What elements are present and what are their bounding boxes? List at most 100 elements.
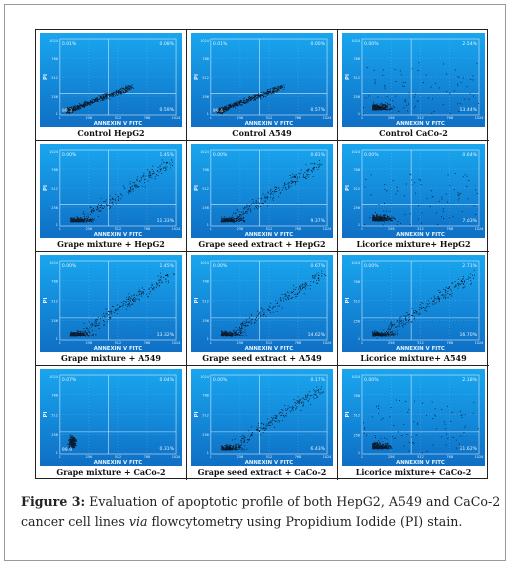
y-axis-label: PI [194, 298, 200, 304]
figure-label: Figure 3: [21, 494, 86, 509]
quadrant-lower-right-value: 7.03% [462, 218, 477, 224]
y-tick-label: 256 [202, 433, 208, 437]
quadrant-lower-right-value: 13.44% [459, 107, 477, 113]
x-tick-label: 512 [266, 116, 272, 120]
y-tick-label: 768 [202, 394, 208, 398]
x-tick-label: 512 [417, 341, 423, 345]
quadrant-upper-left-value: 0.00% [364, 41, 379, 47]
x-tick-label: 512 [266, 341, 272, 345]
x-tick-label: 1024 [172, 341, 181, 345]
x-tick-label: 1 [210, 116, 212, 120]
x-tick-label: 512 [266, 227, 272, 231]
quadrant-upper-right-value: 0.08% [160, 41, 175, 47]
flow-scatter-svg: 0.00% 0.67% 14.62% 1024 768 512 256 11 256 512 768… [194, 260, 331, 352]
y-tick-label: 768 [51, 168, 57, 172]
x-tick-label: 512 [417, 455, 423, 459]
y-tick-label: 768 [51, 57, 57, 61]
quadrant-upper-left-value: 0.00% [364, 377, 379, 383]
flow-scatter-svg: 0.00% 1.45% 11.33% 1024 768 512 256 11 256 512 768… [43, 149, 180, 238]
event-dots [364, 172, 478, 226]
x-tick-label: 512 [417, 116, 423, 120]
y-tick-label: 1024 [351, 150, 360, 154]
x-tick-label: 1 [361, 227, 363, 231]
y-tick-label: 768 [51, 280, 57, 284]
y-axis-label: PI [345, 74, 351, 80]
event-dots [69, 272, 175, 337]
y-tick-label: 768 [354, 57, 360, 61]
y-tick-label: 1024 [351, 39, 360, 43]
quadrant-upper-right-value: 0.67% [311, 263, 326, 269]
x-tick-label: 1024 [475, 455, 484, 459]
y-tick-label: 768 [354, 280, 360, 284]
flow-panel: 0.00% 0.17% 6.43% 1024 768 512 256 1 1 256 512 768 1… [187, 366, 338, 480]
x-tick-label: 256 [388, 227, 394, 231]
panel-caption: Control HepG2 [77, 128, 145, 138]
quadrant-upper-right-value: 0.64% [462, 152, 477, 158]
y-tick-label: 1024 [351, 261, 360, 265]
x-axis-label: ANNEXIN V FITC [245, 460, 294, 466]
x-tick-label: 256 [388, 341, 394, 345]
flowcytometry-panel-grid: 0.01% 0.08% 99.3 0.59% 1024 768 512 256 1 1 256 512… [35, 29, 489, 480]
scatter-plot: 0.00% 2.18% 11.62% 1024 768 512 256 1 1 256 512 768… [342, 369, 485, 466]
x-tick-label: 512 [417, 227, 423, 231]
x-tick-label: 256 [86, 341, 92, 345]
x-tick-label: 1 [59, 341, 61, 345]
x-tick-label: 256 [237, 341, 243, 345]
panel-caption: Grape seed extract + CaCo-2 [197, 467, 327, 477]
x-tick-label: 768 [144, 455, 150, 459]
y-tick-label: 1024 [49, 375, 58, 379]
quadrant-upper-left-value: 0.00% [62, 263, 77, 269]
y-tick-label: 512 [51, 299, 57, 303]
y-tick-label: 256 [51, 95, 57, 99]
x-tick-label: 1 [59, 227, 61, 231]
event-dots [363, 62, 479, 115]
y-tick-label: 512 [202, 76, 208, 80]
y-tick-label: 1 [56, 223, 58, 227]
quadrant-upper-left-value: 0.07% [62, 377, 77, 383]
flow-panel: 0.00% 2.71% 16.70% 1024 768 512 256 1 1 256 512 768… [338, 252, 489, 366]
x-tick-label: 1024 [475, 341, 484, 345]
y-tick-label: 1 [56, 112, 58, 116]
quadrant-lower-right-value: 0.59% [160, 107, 175, 113]
y-tick-label: 1 [207, 337, 209, 341]
x-tick-label: 1 [361, 116, 363, 120]
y-axis-label: PI [345, 412, 351, 418]
y-tick-label: 256 [51, 319, 57, 323]
figure-caption: Figure 3: Evaluation of apoptotic profil… [21, 492, 503, 532]
flow-panel: 0.01% 0.00% 99.4 0.57% 1024 768 512 256 1 1 256 512… [187, 30, 338, 141]
panel-caption: Grape mixture + CaCo-2 [56, 467, 166, 477]
panel-caption: Grape mixture + A549 [61, 353, 161, 363]
scatter-plot: 0.00% 0.17% 6.43% 1024 768 512 256 1 1 256 512 768 1… [191, 369, 333, 466]
event-dots [215, 84, 285, 115]
flow-panel: 0.07% 0.04% 99.9 0.31% 1024 768 512 256 1 1 256 512… [36, 366, 187, 480]
scatter-plot: 0.01% 0.00% 99.4 0.57% 1024 768 512 256 1 1 256 512… [191, 33, 333, 127]
flow-panel: 0.00% 2.18% 11.62% 1024 768 512 256 1 1 256 512 768… [338, 366, 489, 480]
y-tick-label: 512 [354, 187, 360, 191]
panel-caption: Grape mixture + HepG2 [57, 239, 165, 249]
y-tick-label: 512 [354, 76, 360, 80]
event-dots [220, 386, 324, 451]
x-tick-label: 256 [237, 227, 243, 231]
x-tick-label: 1 [59, 116, 61, 120]
quadrant-lower-right-value: 0.57% [311, 107, 326, 113]
y-tick-label: 256 [354, 433, 360, 437]
x-tick-label: 256 [388, 455, 394, 459]
x-tick-label: 768 [144, 116, 150, 120]
quadrant-lower-left-value: 99.3 [62, 108, 72, 114]
y-tick-label: 512 [202, 187, 208, 191]
x-tick-label: 256 [237, 116, 243, 120]
flow-panel: 0.00% 1.45% 11.33% 1024 768 512 256 1 1 256 512 768… [36, 141, 187, 252]
x-tick-label: 768 [295, 455, 301, 459]
x-tick-label: 768 [447, 455, 453, 459]
quadrant-lower-right-value: 11.33% [157, 218, 175, 224]
flow-scatter-svg: 0.00% 1.45% 13.32% 1024 768 512 256 11 256 512 768… [43, 260, 181, 352]
y-axis-label: PI [43, 74, 49, 80]
flow-scatter-svg: 0.01% 0.00% 99.4 0.57% 1024 768 512 256 11 256 512… [194, 38, 331, 127]
flow-panel: 0.00% 0.67% 14.62% 1024 768 512 256 1 1 256 512 768… [187, 252, 338, 366]
x-tick-label: 512 [115, 341, 121, 345]
x-tick-label: 1024 [172, 116, 181, 120]
x-tick-label: 256 [86, 116, 92, 120]
y-axis-label: PI [345, 185, 351, 191]
quadrant-upper-right-value: 0.04% [160, 377, 175, 383]
event-dots [220, 270, 327, 337]
